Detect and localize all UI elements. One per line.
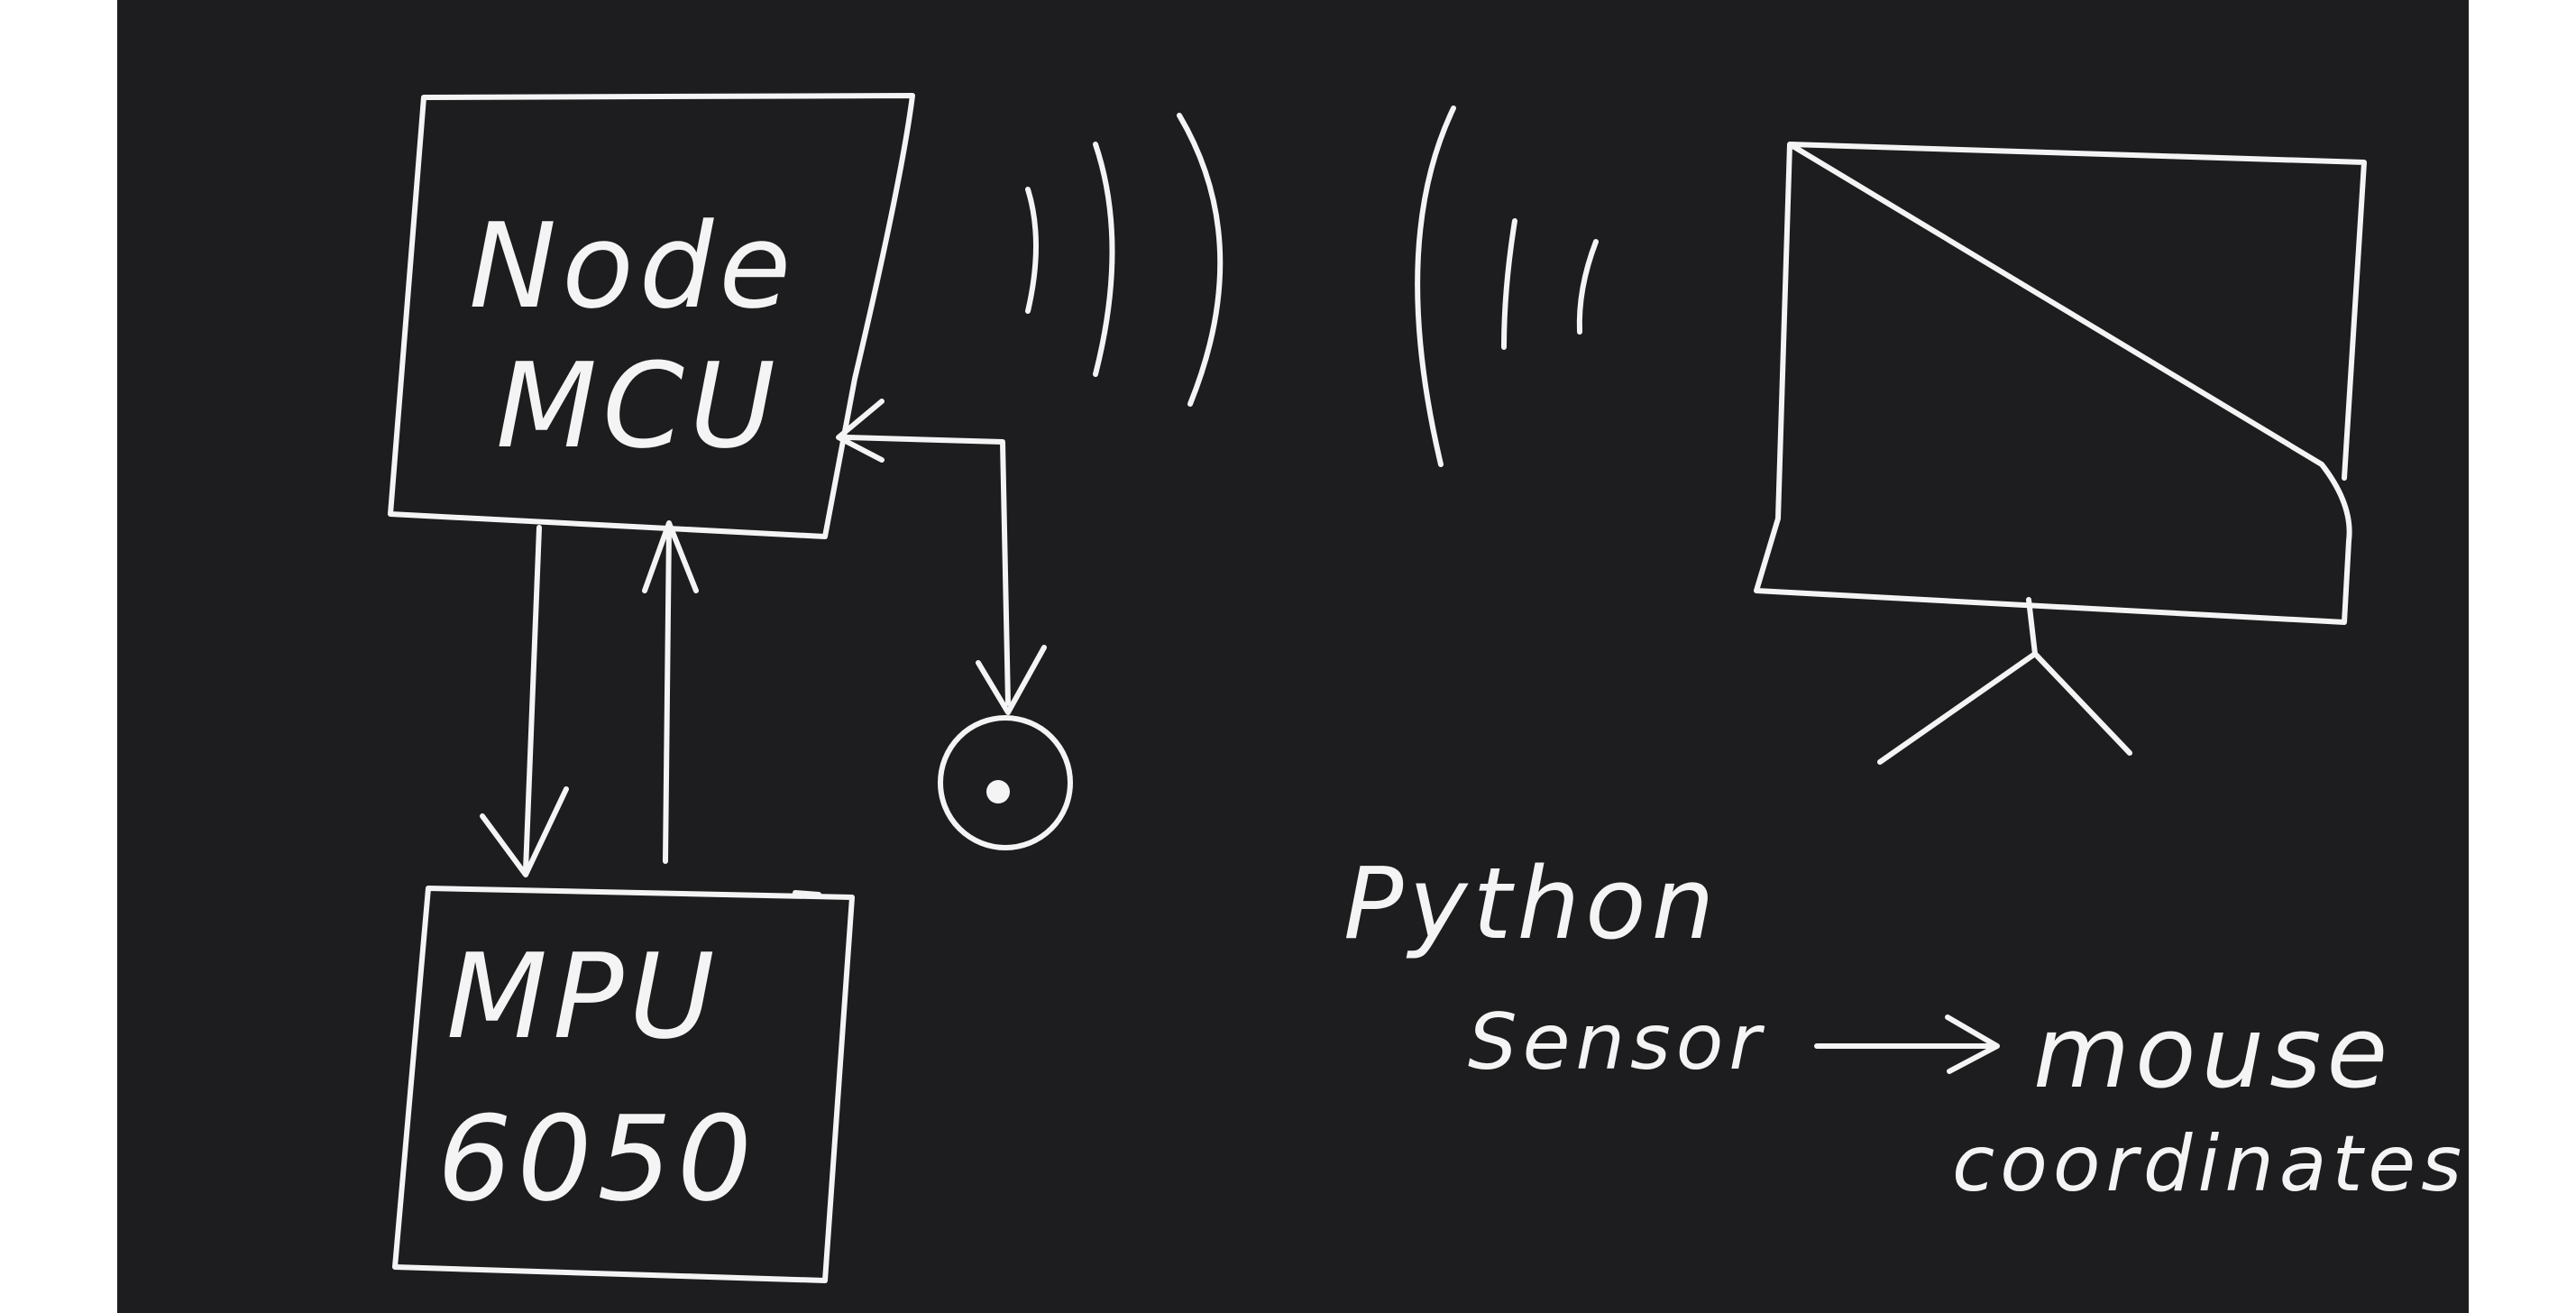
mpu-label-line1: MPU — [446, 928, 720, 1065]
arrow-icon — [1814, 1015, 2000, 1074]
arrow-down-icon — [480, 525, 569, 877]
coordinates-label: coordinates — [1952, 1119, 2467, 1209]
blackboard — [117, 0, 2469, 1313]
data-bus-arrows — [480, 520, 699, 877]
node-mcu-label-line2: MCU — [496, 337, 781, 474]
signal-waves-icon — [1025, 106, 1599, 467]
node-mcu-block: Node MCU — [388, 93, 915, 539]
screen-frame — [1754, 142, 2367, 625]
node-mcu-box — [388, 93, 915, 539]
projection-screen-icon — [1754, 142, 2367, 765]
mpu-6050-block: MPU 6050 — [392, 886, 855, 1283]
python-label: Python — [1343, 846, 1719, 961]
wire-arrow-icon — [836, 399, 1011, 706]
button-center — [986, 780, 1010, 803]
sensor-label: Sensor — [1468, 997, 1766, 1088]
push-button-block — [836, 399, 1073, 850]
button-icon — [938, 715, 1073, 850]
wire-arrow-head — [976, 645, 1047, 715]
mouse-label: mouse — [2033, 995, 2393, 1110]
software-flow: Python Sensor mouse coordinates — [1343, 846, 2467, 1209]
mpu-6050-box — [392, 886, 855, 1283]
screen-stand — [1877, 597, 2132, 765]
node-mcu-label-line1: Node — [469, 197, 796, 335]
arrow-up-icon — [642, 520, 699, 864]
mpu-label-line2: 6050 — [437, 1090, 757, 1227]
